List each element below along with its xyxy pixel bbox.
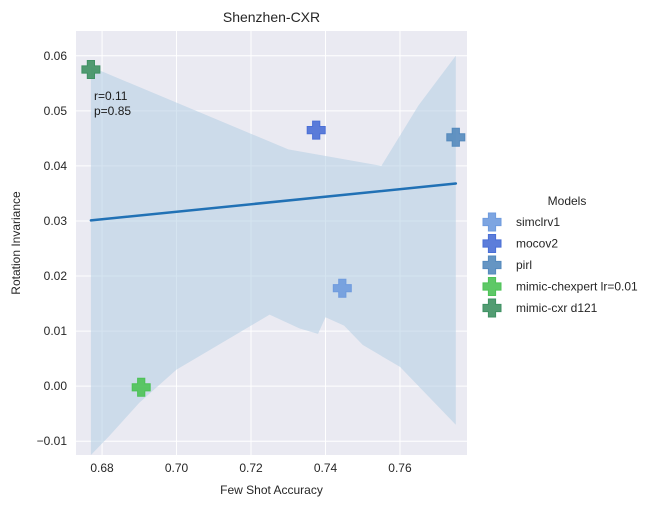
regression-line-group [89,182,458,222]
regression-line [89,182,458,222]
y-tick-labels: −0.01 0.00 0.01 0.02 0.03 0.04 0.05 0.06 [37,49,68,448]
y-axis-title: Rotation Invariance [9,191,23,295]
data-point [332,278,352,298]
legend-label: mimic-chexpert lr=0.01 [516,280,638,294]
data-point [131,377,151,397]
x-axis-title: Few Shot Accuracy [220,483,323,497]
legend-marker [482,234,502,253]
legend-title: Models [548,194,587,208]
legend-label: mimic-cxr d121 [516,301,598,315]
data-point [446,127,466,147]
y-tick-label: 0.00 [44,379,68,393]
legend-label: pirl [516,258,532,272]
annotation-r-value: r=0.11 [94,89,128,103]
legend-marker [482,298,502,318]
y-tick-label: 0.05 [44,104,68,118]
legend-label: mocov2 [516,237,558,251]
data-points [81,60,466,397]
legend-marker [482,277,502,296]
chart-title: Shenzhen-CXR [223,9,320,25]
legend-label: simclrv1 [516,215,560,229]
y-tick-label: 0.04 [44,159,68,173]
x-tick-label: 0.72 [239,461,263,475]
x-tick-labels: 0.68 0.70 0.72 0.74 0.76 [90,461,412,475]
y-tick-label: 0.06 [44,49,68,63]
confidence-band-area [90,55,456,456]
data-point [306,120,326,140]
y-tick-label: 0.01 [44,324,68,338]
x-tick-label: 0.76 [388,461,412,475]
x-tick-label: 0.68 [90,461,114,475]
x-tick-label: 0.70 [165,461,189,475]
y-tick-label: −0.01 [37,434,68,448]
y-tick-label: 0.03 [44,214,68,228]
legend-marker [482,255,502,275]
y-tick-label: 0.02 [44,269,68,283]
data-point [81,60,101,79]
annotation-p-value: p=0.85 [94,104,131,118]
legend: simclrv1 mocov2 pirl mimic-chexpert lr=0.01… [482,212,638,318]
legend-marker [482,212,502,232]
x-tick-label: 0.74 [314,461,338,475]
confidence-band [90,55,456,456]
